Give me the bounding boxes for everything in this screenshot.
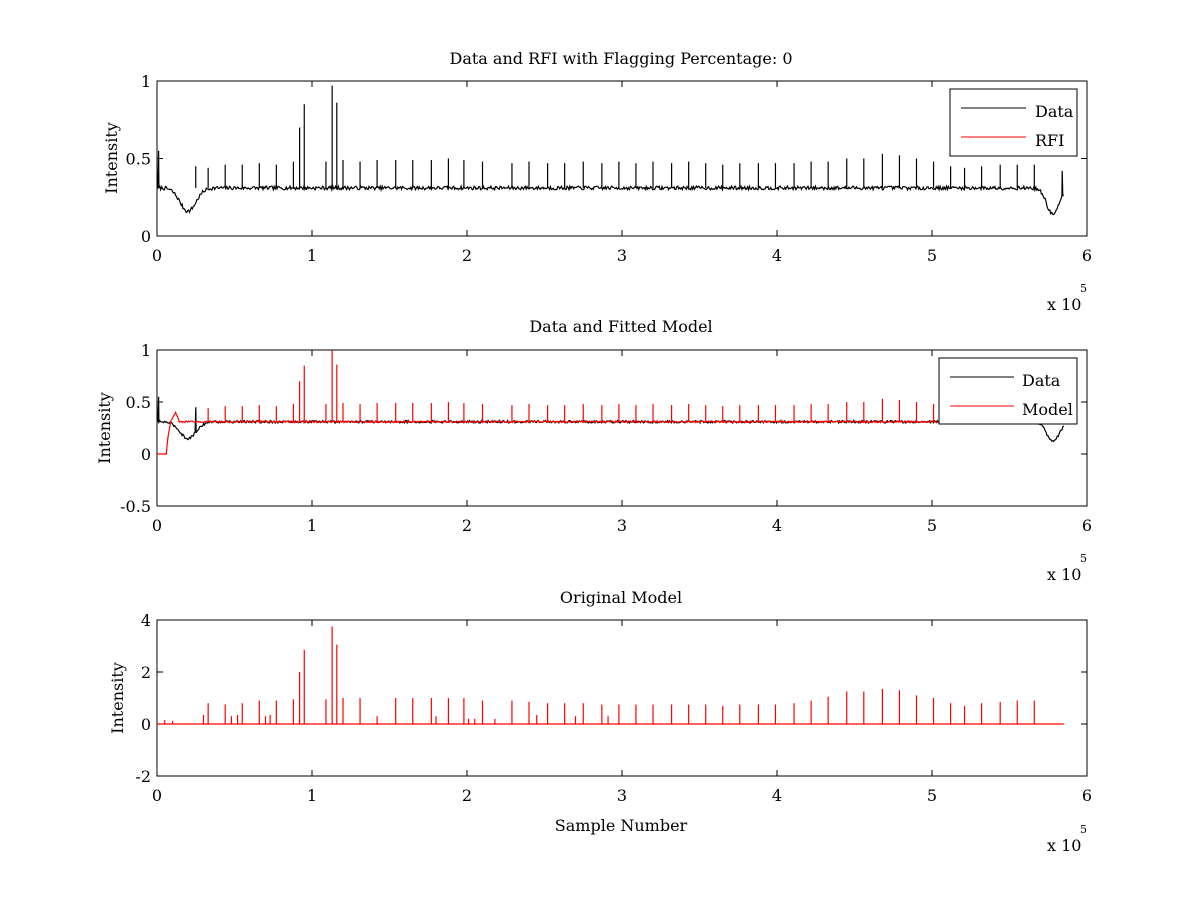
x-tick-label: 1 [307,786,317,805]
x-tick-label: 4 [772,516,782,535]
x-tick-label: 6 [1082,786,1092,805]
legend: Data Model [938,357,1078,425]
x-tick-label: 3 [617,246,627,265]
x-tick-label: 5 [927,246,937,265]
legend-entry-rfi: RFI [1035,131,1064,150]
x-tick-label: 3 [617,516,627,535]
x-tick-label: 0 [152,516,162,535]
y-tick-label: 1 [141,72,151,91]
x-tick-label: 4 [772,786,782,805]
chart-title: Data and RFI with Flagging Percentage: 0 [449,49,792,68]
plot-area [156,85,1064,216]
y-tick-label: 0.5 [126,393,151,412]
y-tick-label: 2 [141,663,151,682]
legend: Data RFI [949,88,1078,157]
y-axis-label: Intensity [102,122,121,194]
series-line [157,410,1010,455]
x-scale-exponent: 5 [1080,552,1087,565]
legend-entry-data: Data [1022,371,1061,390]
x-tick-label: 5 [927,516,937,535]
chart-title: Original Model [560,588,682,607]
x-tick-label: 2 [462,786,472,805]
legend-box [949,88,1078,157]
x-tick-label: 0 [152,786,162,805]
x-axis-label: Sample Number [555,816,688,835]
legend-entry-data: Data [1035,102,1074,121]
x-tick-label: 2 [462,516,472,535]
x-tick-label: 2 [462,246,472,265]
x-tick-label: 6 [1082,246,1092,265]
panel-rfi: Data and RFI with Flagging Percentage: 0… [102,49,1092,314]
x-tick-label: 1 [307,246,317,265]
ticks: 0 1 2 3 4 5 6-0.500.51 [120,341,1092,535]
y-tick-label: -0.5 [120,497,151,516]
x-scale-exponent: 5 [1080,823,1087,836]
series-line [156,150,1064,216]
ticks: 0 1 2 3 4 5 6 0 0.5 1 [126,72,1093,265]
x-scale-label: x 10 [1047,295,1081,314]
x-tick-label: 4 [772,246,782,265]
y-tick-label: 1 [141,341,151,360]
y-tick-label: 0 [141,445,151,464]
plot-area [157,350,1065,455]
y-axis-label: Intensity [108,662,127,734]
x-tick-label: 0 [152,246,162,265]
panel-original-model: Original Model Intensity Sample Number x… [108,588,1092,855]
y-tick-label: 0 [141,715,151,734]
panel-fitted-model: Data and Fitted Model Intensity x 10 5 0… [95,317,1092,584]
chart-title: Data and Fitted Model [529,317,712,336]
x-tick-label: 5 [927,786,937,805]
legend-box [938,357,1078,425]
y-tick-label: 4 [141,611,151,630]
y-axis-label: Intensity [95,392,114,464]
x-scale-label: x 10 [1047,565,1081,584]
x-tick-label: 1 [307,516,317,535]
legend-entry-model: Model [1022,400,1073,419]
y-tick-label: 0 [141,227,151,246]
x-scale-exponent: 5 [1080,282,1087,295]
plot-area [157,626,1064,725]
x-tick-label: 3 [617,786,627,805]
x-tick-label: 6 [1082,516,1092,535]
y-tick-label: 0.5 [126,150,151,169]
x-scale-label: x 10 [1047,836,1081,855]
y-tick-label: -2 [135,767,151,786]
